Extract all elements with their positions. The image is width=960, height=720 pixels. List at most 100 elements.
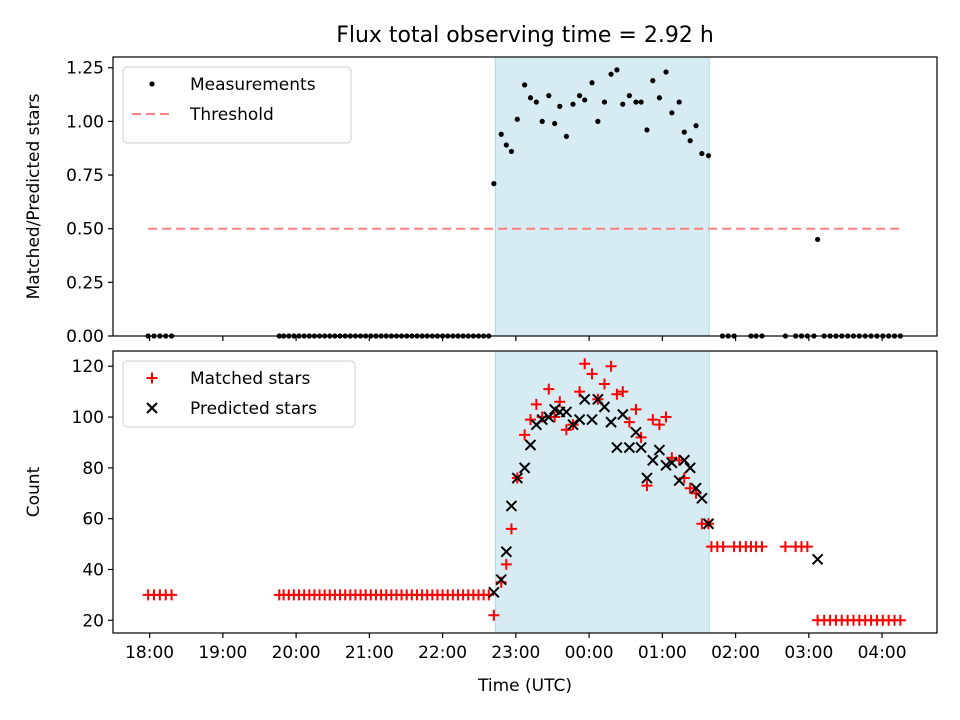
y-tick-label: 1.25 [66,59,104,79]
bottom-y-axis-label: Count [24,466,44,517]
data-point [589,80,595,86]
data-point [653,444,666,456]
data-point [508,148,515,155]
bottom-plot-frame [112,350,938,634]
data-point [595,118,601,124]
data-point [576,93,583,99]
data-point [693,123,699,129]
data-point [536,413,548,426]
data-point [633,99,639,105]
data-point [546,93,552,99]
bottom-observing-span [494,350,710,634]
data-point [620,101,626,107]
data-point [533,99,539,105]
data-point [557,103,563,109]
legend-swatch [146,372,158,384]
x-tick-label: 18:00 [125,643,174,663]
data-point [663,69,669,75]
data-point [673,474,685,487]
data-point [811,553,824,566]
x-tick-label: 01:00 [638,643,687,663]
data-point [894,614,906,626]
panel-count: 20 40 60 80 100 120 18:00 19:00 20:00 21:00 22:00 2… [24,350,938,663]
data-point [678,454,691,466]
data-point [500,558,512,570]
data-point [717,541,729,553]
data-point [488,609,500,621]
legend-swatch [149,81,155,87]
x-tick-label: 00:00 [565,643,614,663]
legend-label: Matched stars [190,369,310,389]
data-point [669,110,675,116]
data-point [503,142,509,148]
bottom-legend: Matched stars Predicted stars [122,360,356,428]
bottom-series-predicted-stars [488,393,824,599]
legend-swatch [146,402,158,414]
data-point [601,99,608,105]
data-point [630,403,642,415]
y-tick-label: 0.00 [66,327,104,347]
data-point [560,424,572,436]
data-point [586,368,598,380]
x-tick-label: 19:00 [198,643,247,663]
data-point [579,358,591,370]
data-point [801,541,813,553]
legend-box [122,66,352,144]
data-point [608,71,614,77]
x-tick-label: 02:00 [711,643,760,663]
data-point [491,181,497,187]
data-point [505,523,517,535]
data-point [570,101,576,107]
data-point [511,472,524,484]
y-tick-label: 80 [82,459,104,479]
data-point [617,408,629,421]
data-point [623,416,635,428]
data-point [605,416,617,428]
data-point [779,541,791,553]
data-point [505,500,518,512]
data-point [498,131,504,137]
data-point [653,419,665,431]
panel-ratio: 0.00 0.25 0.50 0.75 1.00 1.25 Matched/Predicte… [24,56,938,347]
y-tick-label: 60 [82,510,104,530]
data-point [611,388,623,400]
data-point [676,99,682,105]
data-point [522,82,528,88]
data-point [614,67,620,73]
chart-title: Flux total observing time = 2.92 h [336,23,714,48]
top-y-axis-label: Matched/Predicted stars [24,93,44,299]
data-point [650,78,656,84]
y-tick-label: 100 [72,408,104,428]
data-point [656,95,663,101]
data-point [524,414,536,426]
data-point [563,133,569,140]
data-point [519,429,531,441]
data-point [626,93,632,99]
y-tick-label: 0.75 [66,166,104,186]
data-point [641,480,653,492]
data-point [638,99,644,105]
data-point [815,236,821,243]
data-point [617,386,629,398]
data-point [611,441,623,454]
x-tick-label: 22:00 [418,643,467,663]
data-point [166,589,178,601]
top-legend: Measurements Threshold [122,66,352,144]
data-point [500,545,513,558]
data-point [539,118,545,124]
data-point [660,411,672,423]
data-point [530,398,542,410]
data-point [666,457,678,469]
top-observing-span [494,56,710,337]
y-tick-label: 0.25 [66,273,104,293]
data-point [696,492,708,505]
legend-box [122,360,356,428]
legend-label: Threshold [189,105,274,125]
data-point [623,441,636,454]
data-point [684,482,696,494]
data-point [488,586,500,599]
data-point [756,541,768,553]
data-point [495,573,507,586]
data-point [549,411,561,423]
data-point [586,413,598,426]
